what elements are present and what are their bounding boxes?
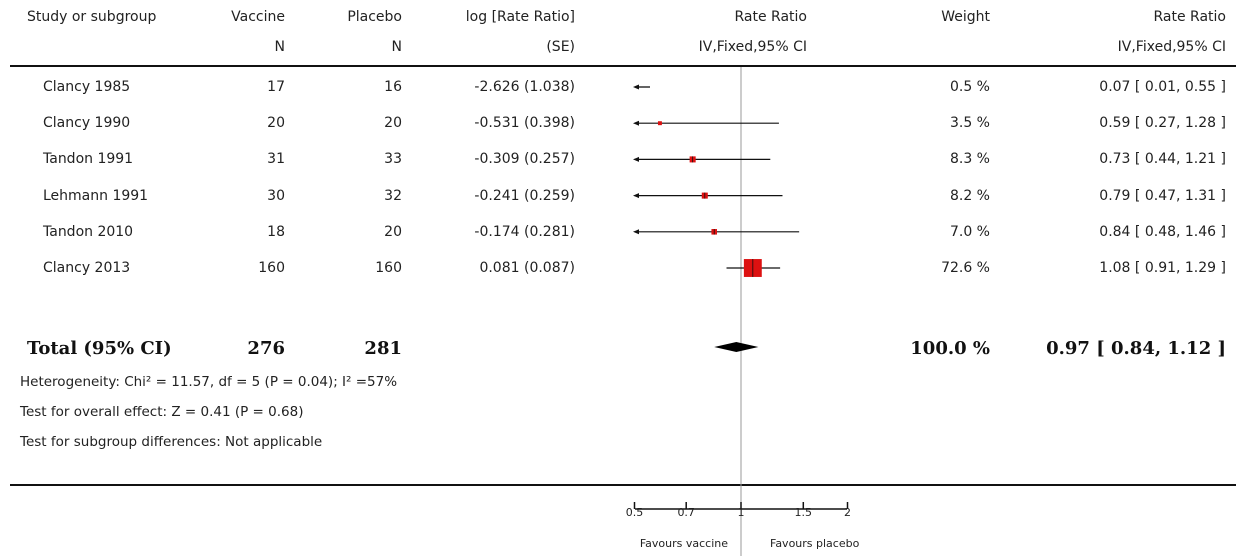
study-placebo-n: 160: [375, 260, 402, 276]
study-vaccine-n: 20: [267, 115, 285, 132]
study-placebo-n: 20: [384, 115, 402, 132]
study-placebo-n: 32: [384, 187, 402, 204]
study-rate-ratio: 1.08 [ 0.91, 1.29 ]: [1099, 260, 1226, 276]
study-name: Tandon 1991: [43, 151, 134, 168]
study-ci-arrow: [633, 120, 639, 126]
header-logrr: log [Rate Ratio]: [465, 9, 575, 25]
study-ci-arrow: [633, 193, 639, 199]
study-logrr-se: 0.081 (0.087): [479, 260, 575, 276]
study-vaccine-n: 17: [267, 79, 285, 95]
study-placebo-n: 33: [384, 151, 402, 168]
header-rr-method: IV,Fixed,95% CI: [1117, 39, 1226, 55]
header-study: Study or subgroup: [27, 9, 157, 25]
study-logrr-se: -0.531 (0.398): [474, 115, 575, 132]
header-placebo: Placebo: [347, 9, 402, 25]
header-placebo-n: N: [391, 39, 402, 55]
study-ci-arrow: [633, 84, 639, 90]
study-rate-ratio: 0.59 [ 0.27, 1.28 ]: [1099, 115, 1226, 132]
study-rate-ratio: 0.73 [ 0.44, 1.21 ]: [1099, 151, 1226, 168]
total-weight: 100.0 %: [910, 338, 990, 359]
total-label: Total (95% CI): [27, 338, 172, 359]
study-logrr-se: -0.174 (0.281): [474, 223, 575, 240]
overall-effect-note: Test for overall effect: Z = 0.41 (P = 0…: [20, 404, 304, 420]
study-rate-ratio: 0.84 [ 0.48, 1.46 ]: [1099, 223, 1226, 240]
study-vaccine-n: 31: [267, 151, 285, 168]
study-vaccine-n: 18: [267, 223, 285, 240]
subgroup-note: Test for subgroup differences: Not appli…: [20, 434, 323, 450]
header-plot-method: IV,Fixed,95% CI: [698, 39, 807, 55]
study-name: Clancy 1990: [43, 115, 131, 132]
header-logrr-se: (SE): [546, 39, 575, 55]
study-ci-arrow: [633, 229, 639, 235]
footer-rule: [10, 484, 1236, 486]
study-point-estimate: [657, 121, 662, 126]
total-placebo-n: 281: [364, 338, 402, 359]
study-rate-ratio: 0.07 [ 0.01, 0.55 ]: [1099, 79, 1226, 95]
study-weight: 0.5 %: [949, 79, 990, 95]
study-weight: 7.0 %: [949, 223, 990, 240]
study-logrr-se: -2.626 (1.038): [474, 79, 575, 95]
heterogeneity-note: Heterogeneity: Chi² = 11.57, df = 5 (P =…: [20, 374, 398, 390]
study-vaccine-n: 160: [258, 260, 285, 276]
header-plot: Rate Ratio: [734, 9, 808, 25]
x-tick-label: 1.5: [794, 506, 813, 519]
study-placebo-n: 16: [384, 79, 402, 95]
header-vaccine: Vaccine: [231, 9, 285, 25]
favours-placebo-label: Favours placebo: [770, 537, 860, 550]
study-weight: 3.5 %: [949, 115, 990, 132]
x-tick-label: 2: [844, 506, 851, 519]
study-logrr-se: -0.309 (0.257): [474, 151, 575, 168]
study-weight: 8.2 %: [949, 187, 990, 204]
favours-vaccine-label: Favours vaccine: [639, 537, 728, 550]
pooled-diamond: [714, 342, 759, 352]
study-weight: 8.3 %: [949, 151, 990, 168]
study-weight: 72.6 %: [941, 260, 990, 276]
x-tick-label: 0.5: [625, 506, 644, 519]
header-rule: [10, 65, 1236, 67]
header-weight: Weight: [941, 9, 990, 25]
x-tick-label: 1: [737, 506, 745, 519]
header-rr: Rate Ratio: [1153, 9, 1227, 25]
total-vaccine-n: 276: [247, 338, 285, 359]
study-logrr-se: -0.241 (0.259): [474, 187, 575, 204]
x-tick-label: 0.7: [677, 506, 695, 519]
total-rate-ratio: 0.97 [ 0.84, 1.12 ]: [1046, 338, 1226, 359]
study-name: Tandon 2010: [43, 223, 134, 240]
study-name: Clancy 2013: [43, 260, 131, 276]
study-name: Clancy 1985: [43, 79, 131, 95]
study-rate-ratio: 0.79 [ 0.47, 1.31 ]: [1099, 187, 1226, 204]
header-vaccine-n: N: [274, 39, 285, 55]
study-ci-arrow: [633, 156, 639, 162]
study-name: Lehmann 1991: [43, 187, 149, 204]
study-vaccine-n: 30: [267, 187, 285, 204]
study-placebo-n: 20: [384, 223, 402, 240]
